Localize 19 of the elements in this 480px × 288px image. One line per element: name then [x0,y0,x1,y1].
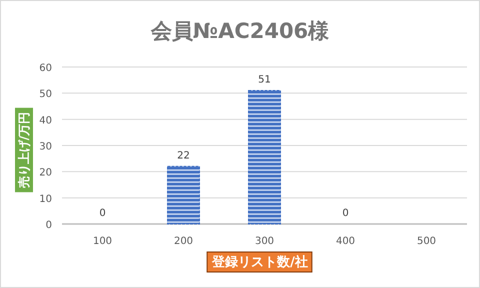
y-tick-label: 10 [39,194,52,205]
chart-title: 会員№AC2406様 [150,19,330,43]
x-tick-label: 200 [174,236,194,247]
data-label: 0 [99,208,106,219]
x-axis-title: 登録リスト数/社 [211,254,308,270]
y-tick-label: 40 [39,115,52,126]
x-tick-label: 400 [336,236,356,247]
y-tick-label: 50 [39,89,52,100]
data-label: 22 [177,150,190,162]
data-label: 0 [342,208,349,219]
y-tick-label: 0 [46,220,52,231]
x-tick-label: 100 [92,236,112,247]
y-tick-label: 20 [39,168,52,179]
y-tick-label: 30 [39,142,52,152]
x-tick-label: 300 [254,236,274,247]
y-axis-title: 売り上げ/万円 [17,112,31,188]
x-tick-label: 500 [416,236,436,247]
data-label: 51 [258,74,271,86]
y-tick-label: 60 [39,63,52,74]
